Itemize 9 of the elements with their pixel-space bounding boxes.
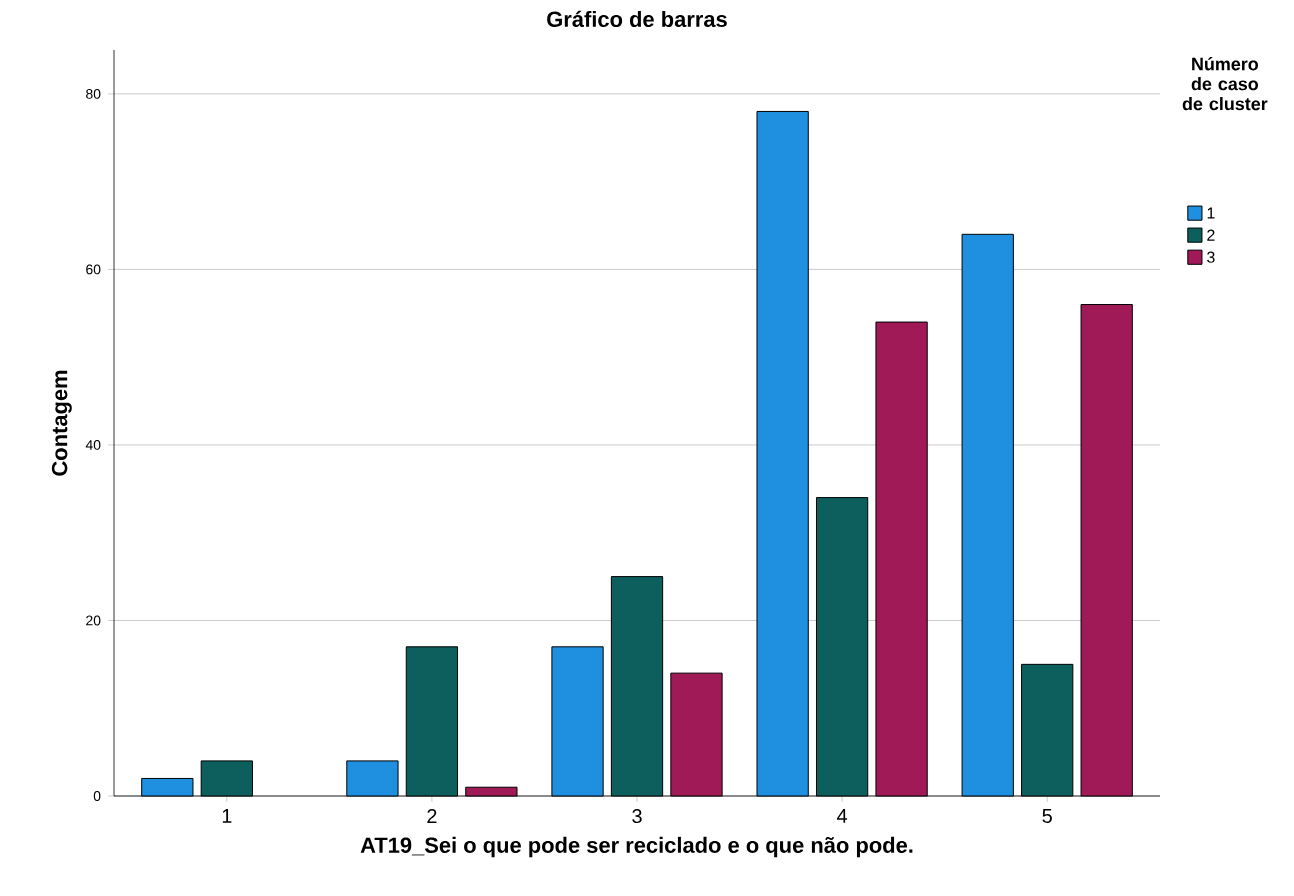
x-tick-label: 1 [222,809,232,823]
x-axis-title: AT19_Sei o que pode ser reciclado e o que não pode. [360,836,913,858]
y-axis-title: Contagem [51,370,72,476]
x-tick-label: 5 [1042,809,1052,823]
x-tick-label: 2 [427,809,437,823]
legend-title: Número de caso de cluster [1182,57,1268,111]
x-tick-label: 4 [837,809,848,823]
chart-title: Gráfico de barras [547,10,727,28]
x-tick-label: 3 [632,809,642,824]
